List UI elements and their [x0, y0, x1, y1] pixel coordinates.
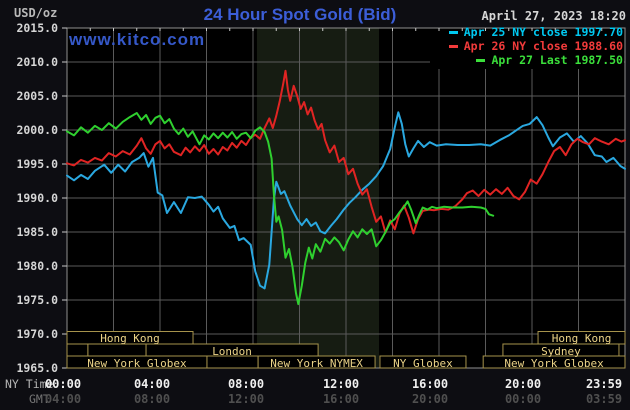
- price-line-apr25: [66, 111, 626, 290]
- x-axis-ny-tick-label: 04:00: [133, 377, 171, 391]
- x-axis-gmt-label: GMT: [29, 392, 50, 406]
- y-axis-unit-label: USD/oz: [14, 6, 58, 20]
- session-label: New York Globex: [87, 356, 187, 370]
- legend-line-swatch-cyan: [448, 30, 458, 34]
- y-axis-tick-label: 2010.0: [16, 55, 58, 69]
- legend-label: Apr 27 Last 1987.50: [491, 53, 623, 67]
- y-axis-tick-label: 1995.0: [16, 157, 58, 171]
- x-axis-gmt-tick-label: 08:00: [133, 392, 171, 406]
- x-axis-gmt-tick-label: 16:00: [322, 392, 360, 406]
- price-line-apr27: [66, 112, 495, 306]
- x-axis-ny-tick-label: 08:00: [227, 377, 265, 391]
- y-axis-tick-label: 2005.0: [16, 89, 58, 103]
- x-axis-gmt-tick-label: 04:00: [44, 392, 82, 406]
- legend-item-apr26: Apr 26 NY close 1988.60: [448, 39, 623, 53]
- session-label: Hong Kong: [551, 332, 612, 345]
- x-axis-gmt-tick-label: 20:00: [411, 392, 449, 406]
- session-label: NY Globex: [393, 356, 453, 370]
- kitco-watermark-link[interactable]: www.kitco.com: [69, 30, 206, 49]
- legend: Apr 25 NY close 1997.70 Apr 26 NY close …: [448, 25, 623, 67]
- session-label: London: [212, 344, 252, 358]
- x-axis-ny-tick-label: 23:59: [585, 377, 623, 391]
- session-label: Hong Kong: [100, 332, 160, 345]
- session-box: [87, 343, 147, 357]
- chart-datetime: April 27, 2023 18:20: [481, 9, 627, 23]
- legend-item-apr27: Apr 27 Last 1987.50: [476, 53, 623, 67]
- x-axis-ny-tick-label: 12:00: [322, 377, 360, 391]
- y-axis-tick-label: 2000.0: [16, 123, 58, 137]
- chart-title: 24 Hour Spot Gold (Bid): [203, 5, 397, 24]
- session-box-ny-globex: [379, 355, 467, 369]
- x-axis-ny-tick-label: 00:00: [44, 377, 82, 391]
- y-axis-tick-label: 1970.0: [16, 327, 58, 341]
- x-axis-gmt-tick-label: 03:59: [585, 392, 623, 406]
- session-box-new-york-globex: [482, 355, 626, 369]
- y-axis-tick-label: 1965.0: [16, 361, 58, 375]
- y-axis-tick-label: 1980.0: [16, 259, 58, 273]
- legend-line-swatch-green: [476, 58, 486, 62]
- legend-backdrop: [430, 29, 624, 69]
- x-axis-ny-time-label: NY Time: [5, 377, 54, 391]
- session-label: New York NYMEX: [270, 356, 363, 370]
- legend-label: Apr 25 NY close 1997.70: [463, 25, 623, 39]
- x-axis-ny-tick-label: 20:00: [504, 377, 542, 391]
- session-box: [66, 343, 89, 357]
- session-label: New York Globex: [504, 356, 604, 370]
- y-axis-tick-label: 1990.0: [16, 191, 58, 205]
- session-box-new-york-nymex: [257, 355, 376, 369]
- session-label: Sydney: [541, 344, 581, 358]
- legend-label: Apr 26 NY close 1988.60: [463, 39, 623, 53]
- session-box: [206, 355, 259, 369]
- price-line-apr26: [66, 69, 626, 235]
- x-axis-gmt-tick-label: 00:00: [504, 392, 542, 406]
- legend-line-swatch-red: [448, 44, 458, 48]
- x-axis-gmt-tick-label: 12:00: [227, 392, 265, 406]
- legend-item-apr25: Apr 25 NY close 1997.70: [448, 25, 623, 39]
- x-axis-ny-tick-label: 16:00: [411, 377, 449, 391]
- y-axis-tick-label: 2015.0: [16, 21, 58, 35]
- y-axis-tick-label: 1975.0: [16, 293, 58, 307]
- y-axis-tick-label: 1985.0: [16, 225, 58, 239]
